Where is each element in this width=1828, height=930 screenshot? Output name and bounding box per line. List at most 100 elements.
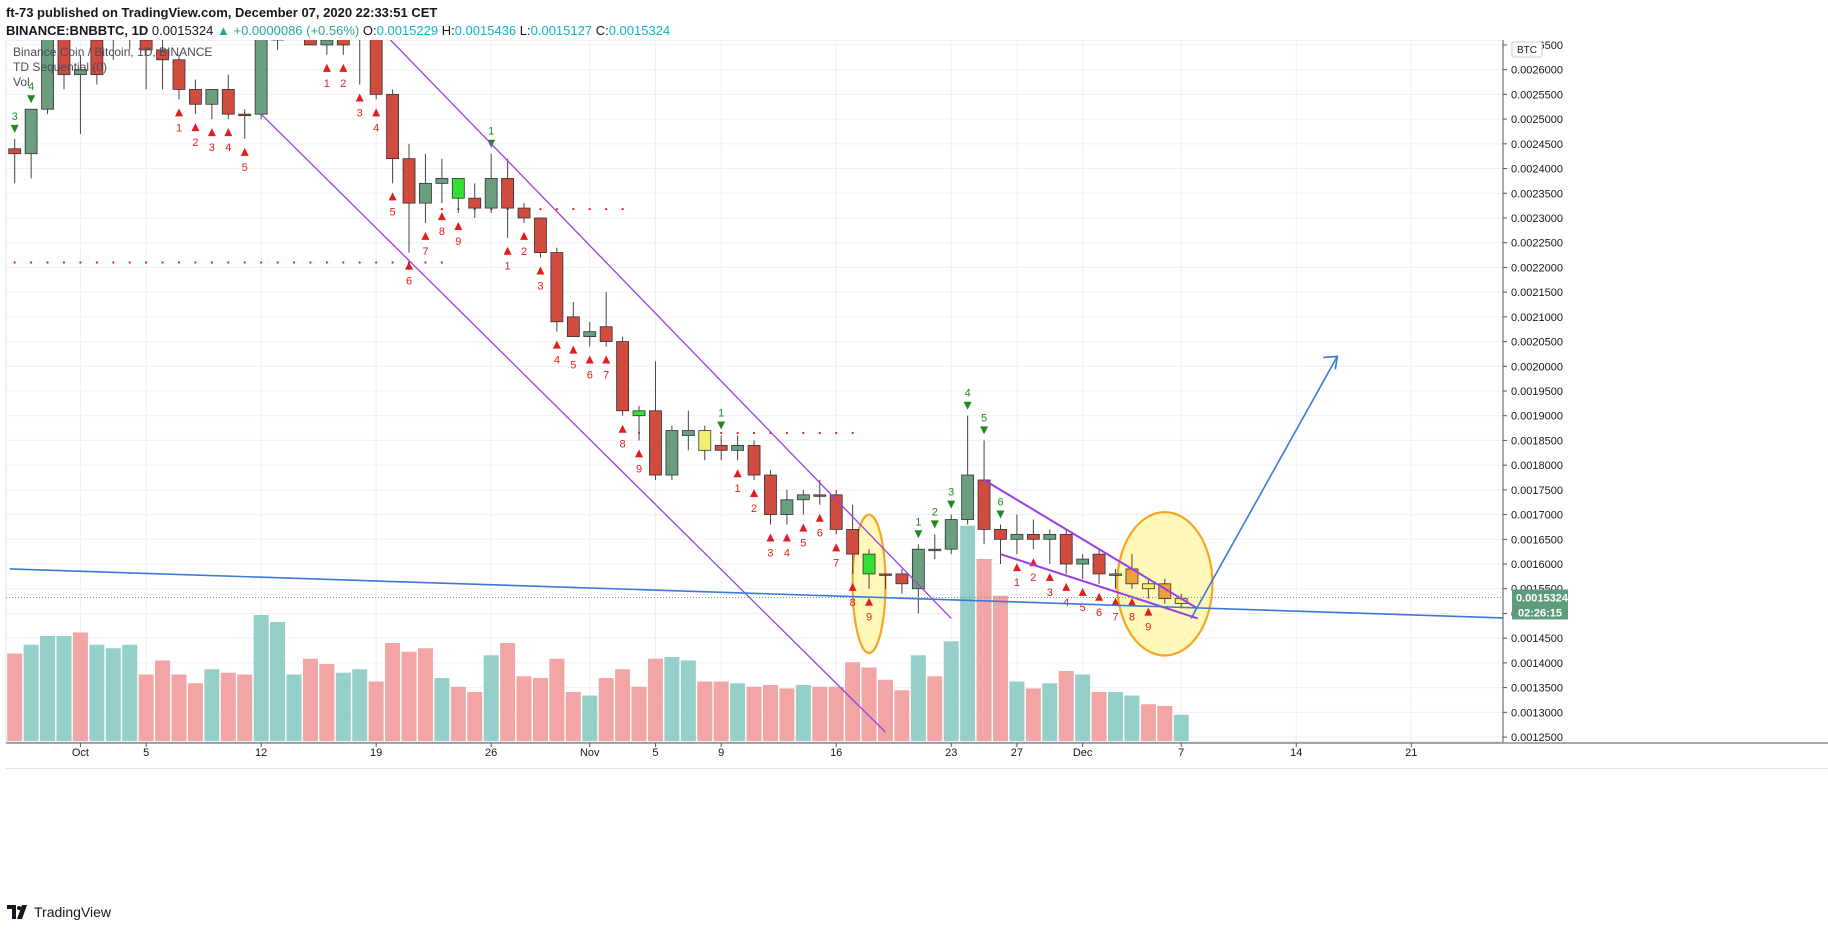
candle[interactable]: [484, 153, 498, 214]
resistance-dot: [736, 431, 739, 435]
td-buy-triangle: [454, 222, 463, 231]
candle[interactable]: [862, 549, 876, 589]
candle[interactable]: [107, 40, 119, 60]
support-trend-line[interactable]: [9, 568, 1518, 619]
candle[interactable]: [74, 54, 87, 134]
candle[interactable]: [961, 415, 975, 525]
candle[interactable]: [57, 40, 71, 90]
candle-body: [649, 410, 662, 476]
candle[interactable]: [566, 302, 580, 338]
candle[interactable]: [698, 425, 712, 461]
volume-bar: [319, 664, 335, 741]
candle[interactable]: [1092, 549, 1106, 584]
candle[interactable]: [517, 203, 531, 223]
candle[interactable]: [336, 40, 350, 55]
price-axis[interactable]: 0.00265000.00260000.00255000.00250000.00…: [1502, 40, 1569, 744]
candle-body: [566, 316, 580, 338]
candle[interactable]: [829, 489, 843, 535]
candle[interactable]: [304, 40, 317, 46]
candle[interactable]: [879, 573, 892, 589]
candle[interactable]: [714, 435, 728, 461]
candle[interactable]: [468, 183, 482, 218]
candle[interactable]: [386, 89, 399, 184]
candle[interactable]: [221, 74, 235, 120]
candle[interactable]: [747, 440, 761, 480]
candle[interactable]: [435, 158, 449, 204]
volume-bar: [812, 686, 828, 741]
candle[interactable]: [764, 470, 777, 525]
candle[interactable]: [649, 361, 662, 480]
candle[interactable]: [616, 336, 630, 416]
candle[interactable]: [1141, 578, 1155, 599]
volume-bar: [171, 674, 187, 741]
candle[interactable]: [911, 544, 925, 614]
candle[interactable]: [254, 40, 268, 120]
candle[interactable]: [534, 217, 547, 258]
candle-body: [1141, 583, 1155, 590]
candle[interactable]: [90, 40, 104, 85]
projection-arrow-line[interactable]: [1190, 356, 1339, 619]
candle[interactable]: [1076, 554, 1090, 579]
candle[interactable]: [599, 292, 613, 347]
candle[interactable]: [419, 153, 432, 223]
candle[interactable]: [583, 321, 597, 347]
channel-line[interactable]: [376, 40, 952, 619]
time-tick-label: 14: [1290, 747, 1302, 759]
volume-bar: [220, 672, 236, 741]
candle[interactable]: [813, 479, 827, 505]
candle[interactable]: [354, 40, 366, 85]
candle[interactable]: [928, 534, 942, 560]
candle[interactable]: [451, 178, 465, 214]
candle[interactable]: [24, 108, 38, 179]
candle[interactable]: [402, 143, 416, 253]
wedge-line[interactable]: [983, 479, 1199, 610]
candle[interactable]: [124, 40, 136, 50]
td-count-label: 4: [554, 355, 560, 367]
td-count-label: 4: [225, 142, 231, 154]
candle[interactable]: [944, 514, 958, 555]
resistance-dot: [835, 431, 838, 435]
brand-name[interactable]: TradingView: [34, 904, 112, 920]
td-buy-triangle: [815, 513, 824, 522]
candle[interactable]: [665, 425, 679, 480]
candle[interactable]: [895, 568, 909, 594]
time-tick-label: 12: [255, 747, 267, 759]
channel-line[interactable]: [260, 113, 886, 733]
candle[interactable]: [369, 40, 383, 100]
candle[interactable]: [681, 410, 695, 451]
candle[interactable]: [156, 40, 169, 90]
candle[interactable]: [172, 54, 186, 100]
candle[interactable]: [271, 40, 284, 50]
candle[interactable]: [632, 405, 646, 441]
candle[interactable]: [550, 247, 564, 332]
candle[interactable]: [796, 489, 810, 515]
candle[interactable]: [1026, 519, 1040, 550]
candle[interactable]: [1010, 514, 1024, 555]
tradingview-logo-icon[interactable]: [6, 904, 28, 920]
candle[interactable]: [977, 440, 991, 545]
resistance-dot: [588, 207, 591, 211]
volume-bar: [23, 644, 39, 741]
candle[interactable]: [501, 158, 515, 238]
candle[interactable]: [1043, 529, 1057, 565]
candle[interactable]: [780, 489, 794, 525]
candle[interactable]: [1059, 529, 1073, 574]
candle[interactable]: [189, 79, 202, 115]
td-count-label: 6: [997, 496, 1003, 508]
candle[interactable]: [8, 138, 22, 184]
td-count-label: 4: [784, 547, 790, 559]
time-axis[interactable]: Oct 5 12 19 26 Nov 5 9 16 23 27 Dec 7 14 21: [6, 742, 1828, 769]
candle[interactable]: [994, 524, 1007, 565]
td-count-label: 3: [948, 487, 954, 499]
candle[interactable]: [1109, 568, 1122, 589]
candle[interactable]: [846, 504, 860, 574]
candle[interactable]: [731, 435, 745, 461]
candle[interactable]: [139, 40, 153, 90]
candle[interactable]: [238, 109, 252, 139]
td-count-label: 1: [505, 261, 511, 273]
wedge-line[interactable]: [1000, 553, 1198, 620]
candle[interactable]: [320, 40, 334, 55]
candle[interactable]: [205, 89, 219, 120]
candle[interactable]: [41, 40, 54, 115]
